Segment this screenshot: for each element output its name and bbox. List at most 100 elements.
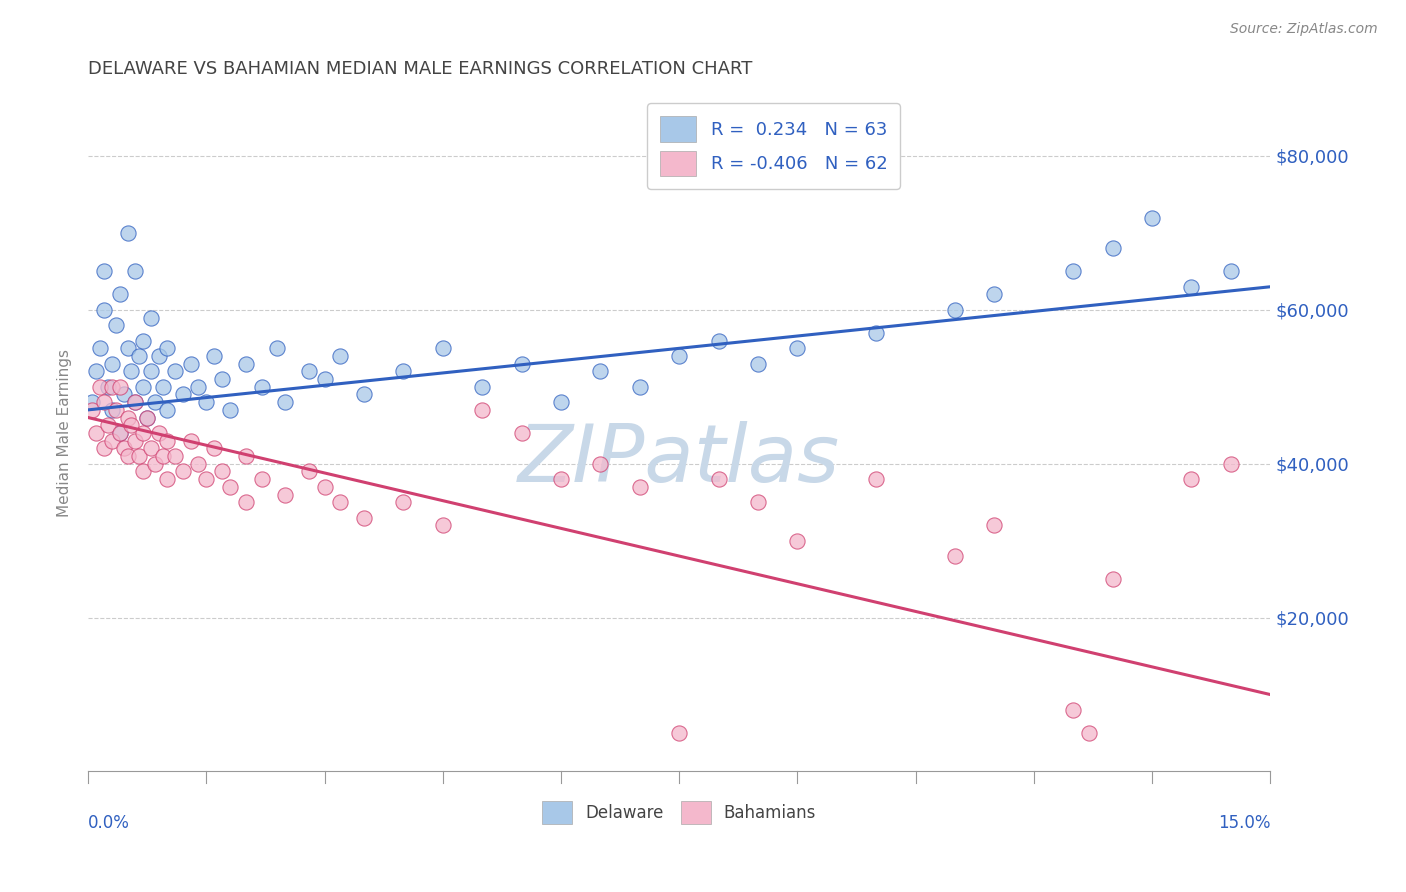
Point <box>298 464 321 478</box>
Point <box>84 364 107 378</box>
Point <box>132 464 155 478</box>
Point <box>128 449 150 463</box>
Point <box>211 464 233 478</box>
Point <box>329 495 352 509</box>
Point <box>747 357 769 371</box>
Point <box>1180 472 1202 486</box>
Point <box>392 364 415 378</box>
Point <box>195 472 218 486</box>
Text: DELAWARE VS BAHAMIAN MEDIAN MALE EARNINGS CORRELATION CHART: DELAWARE VS BAHAMIAN MEDIAN MALE EARNING… <box>89 60 752 78</box>
Point <box>668 726 690 740</box>
Point <box>353 510 375 524</box>
Point <box>112 442 135 456</box>
Text: ZIPatlas: ZIPatlas <box>519 421 841 499</box>
Point <box>93 395 115 409</box>
Point <box>983 287 1005 301</box>
Point <box>202 349 225 363</box>
Point <box>128 349 150 363</box>
Point <box>136 410 159 425</box>
Point <box>108 380 131 394</box>
Point <box>943 302 966 317</box>
Point <box>1062 703 1084 717</box>
Point <box>172 464 194 478</box>
Text: 0.0%: 0.0% <box>89 814 129 831</box>
Point <box>668 349 690 363</box>
Point <box>235 357 257 371</box>
Point <box>983 518 1005 533</box>
Point <box>180 434 202 448</box>
Point <box>108 425 131 440</box>
Point <box>148 425 170 440</box>
Point <box>136 410 159 425</box>
Point <box>250 472 273 486</box>
Point <box>93 302 115 317</box>
Point <box>108 425 131 440</box>
Point <box>112 387 135 401</box>
Point <box>156 434 179 448</box>
Point <box>747 495 769 509</box>
Point <box>865 472 887 486</box>
Point <box>124 264 146 278</box>
Point <box>589 457 612 471</box>
Point <box>195 395 218 409</box>
Point <box>156 402 179 417</box>
Point <box>152 380 174 394</box>
Point <box>104 318 127 333</box>
Point <box>80 395 103 409</box>
Point <box>329 349 352 363</box>
Point <box>1219 457 1241 471</box>
Point <box>121 364 143 378</box>
Point <box>143 457 166 471</box>
Point <box>132 334 155 348</box>
Point <box>148 349 170 363</box>
Point <box>266 341 288 355</box>
Point <box>141 310 163 325</box>
Point <box>101 402 124 417</box>
Point <box>172 387 194 401</box>
Point <box>132 425 155 440</box>
Point <box>97 418 120 433</box>
Point <box>101 434 124 448</box>
Point <box>786 341 808 355</box>
Point <box>187 457 209 471</box>
Point <box>1180 279 1202 293</box>
Point <box>1140 211 1163 225</box>
Point <box>1101 241 1123 255</box>
Point <box>314 372 336 386</box>
Point <box>235 449 257 463</box>
Point <box>152 449 174 463</box>
Point <box>156 472 179 486</box>
Point <box>353 387 375 401</box>
Point <box>298 364 321 378</box>
Point <box>432 341 454 355</box>
Point <box>89 341 111 355</box>
Point <box>211 372 233 386</box>
Point <box>510 425 533 440</box>
Point <box>865 326 887 340</box>
Point <box>471 402 494 417</box>
Point <box>202 442 225 456</box>
Point <box>628 380 651 394</box>
Point <box>471 380 494 394</box>
Point <box>163 449 186 463</box>
Point <box>550 472 572 486</box>
Point <box>124 395 146 409</box>
Point <box>219 480 242 494</box>
Point <box>163 364 186 378</box>
Point <box>628 480 651 494</box>
Point <box>117 449 139 463</box>
Point <box>124 395 146 409</box>
Point <box>117 226 139 240</box>
Point <box>432 518 454 533</box>
Point <box>124 434 146 448</box>
Point <box>89 380 111 394</box>
Point <box>1078 726 1101 740</box>
Point <box>943 549 966 563</box>
Point <box>156 341 179 355</box>
Point <box>143 395 166 409</box>
Point <box>93 264 115 278</box>
Text: Source: ZipAtlas.com: Source: ZipAtlas.com <box>1230 22 1378 37</box>
Point <box>707 472 730 486</box>
Point <box>84 425 107 440</box>
Point <box>104 402 127 417</box>
